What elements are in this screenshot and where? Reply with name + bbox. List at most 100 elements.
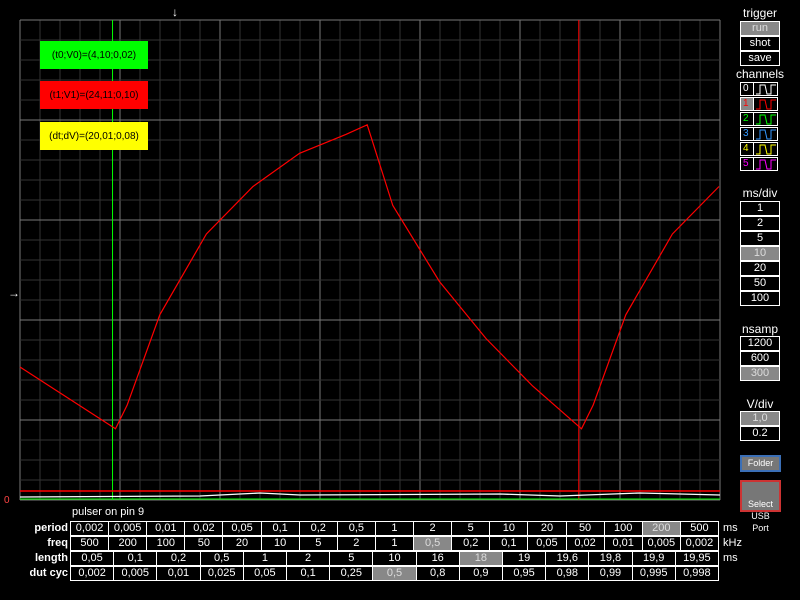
pulser-length-cell[interactable]: 16 [415,551,460,566]
pulser-period-cell[interactable]: 5 [451,521,491,536]
pulser-period-cell[interactable]: 10 [489,521,529,536]
msdiv-option[interactable]: 100 [740,291,780,306]
pulser-dut-cyc-cell[interactable]: 0,05 [242,566,287,581]
pulser-length-cell[interactable]: 1 [242,551,287,566]
pulser-dut-cyc-cell[interactable]: 0,8 [415,566,460,581]
channel-row-3[interactable]: 3 [740,127,778,141]
pulser-length-cell[interactable]: 18 [458,551,503,566]
pulser-length-cell[interactable]: 19,9 [631,551,676,566]
pulser-freq-cell[interactable]: 5 [298,536,338,551]
pulser-length-cell[interactable]: 0,2 [156,551,201,566]
pulser-dut-cyc-cell[interactable]: 0,025 [199,566,244,581]
pulser-period-cell[interactable]: 200 [641,521,681,536]
nsamp-option[interactable]: 600 [740,351,780,366]
pulser-freq-cell[interactable]: 0,02 [565,536,605,551]
pulser-dut-cyc-cell[interactable]: 0,98 [545,566,590,581]
pulser-length-cell[interactable]: 19,8 [588,551,633,566]
pulser-period-cell[interactable]: 20 [527,521,567,536]
pulser-length-cell[interactable]: 5 [329,551,374,566]
pulser-length-cell[interactable]: 0,1 [113,551,158,566]
pulser-freq-cell[interactable]: 2 [336,536,376,551]
msdiv-option[interactable]: 5 [740,231,780,246]
pulser-period-cell[interactable]: 0,01 [146,521,186,536]
pulser-freq-cell[interactable]: 0,1 [489,536,529,551]
pulser-length-cell[interactable]: 19,6 [545,551,590,566]
pulser-length-cell[interactable]: 0,05 [70,551,115,566]
cursor-t0-readout: (t0;V0)=(4,10;0,02) [40,41,148,69]
pulser-period-cell[interactable]: 500 [679,521,719,536]
folder-label: Folder [747,458,774,468]
pulser-freq-cell[interactable]: 100 [146,536,186,551]
pulser-period-cell[interactable]: 50 [565,521,605,536]
pulser-dut-cyc-cell[interactable]: 0,95 [502,566,547,581]
zero-level-label: 0 [4,495,10,506]
trigger-time-marker[interactable]: ↓ [172,5,178,19]
pulser-dut-cyc-cell[interactable]: 0,995 [631,566,676,581]
pulser-title: pulser on pin 9 [72,506,145,518]
pulser-freq-cell[interactable]: 200 [108,536,148,551]
pulser-length-cell[interactable]: 2 [286,551,331,566]
nsamp-option[interactable]: 300 [740,366,780,381]
channel-edge-icon [756,129,776,140]
pulser-dut-cyc-cell[interactable]: 0,5 [372,566,417,581]
channel-number: 3 [743,128,749,139]
pulser-freq-cell[interactable]: 10 [260,536,300,551]
channel-row-0[interactable]: 0 [740,82,778,96]
pulser-dut-cyc-cell[interactable]: 0,998 [674,566,719,581]
msdiv-title: ms/div [742,186,778,200]
pulser-freq-cell[interactable]: 20 [222,536,262,551]
nsamp-option[interactable]: 1200 [740,336,780,351]
trigger-option[interactable]: save [740,51,780,66]
pulser-dut-cyc-cell[interactable]: 0,002 [70,566,115,581]
channel-row-4[interactable]: 4 [740,142,778,156]
msdiv-option[interactable]: 2 [740,216,780,231]
pulser-length-cell[interactable]: 0,5 [199,551,244,566]
pulser-freq-cell[interactable]: 0,5 [413,536,453,551]
pulser-freq-cell[interactable]: 0,2 [451,536,491,551]
pulser-dut-cyc-cell[interactable]: 0,9 [458,566,503,581]
scope-display[interactable] [0,0,800,520]
pulser-period-cell[interactable]: 0,005 [108,521,148,536]
msdiv-option[interactable]: 50 [740,276,780,291]
pulser-period-cell[interactable]: 0,05 [222,521,262,536]
vdiv-option[interactable]: 1,0 [740,411,780,426]
channel-row-1[interactable]: 1 [740,97,778,111]
vdiv-title: V/div [746,397,774,411]
pulser-freq-cell[interactable]: 500 [70,536,110,551]
channel-separator [753,143,754,155]
pulser-period-cell[interactable]: 0,02 [184,521,224,536]
msdiv-option[interactable]: 10 [740,246,780,261]
pulser-dut-cyc-cell[interactable]: 0,005 [113,566,158,581]
pulser-dut-cyc-cell[interactable]: 0,25 [329,566,374,581]
pulser-period-cell[interactable]: 0,1 [260,521,300,536]
pulser-freq-cell[interactable]: 0,05 [527,536,567,551]
pulser-length-cell[interactable]: 19 [502,551,547,566]
folder-button[interactable]: Folder [740,455,781,472]
channel-row-2[interactable]: 2 [740,112,778,126]
pulser-length-cell[interactable]: 10 [372,551,417,566]
pulser-dut-cyc-cell[interactable]: 0,1 [286,566,331,581]
pulser-freq-cell[interactable]: 0,002 [679,536,719,551]
msdiv-option[interactable]: 1 [740,201,780,216]
pulser-period-cell[interactable]: 0,2 [298,521,338,536]
channel-separator [753,113,754,125]
channel-row-5[interactable]: 5 [740,157,778,171]
pulser-dut-cyc-cell[interactable]: 0,99 [588,566,633,581]
pulser-freq-cell[interactable]: 0,005 [641,536,681,551]
msdiv-option[interactable]: 20 [740,261,780,276]
pulser-freq-cell[interactable]: 0,01 [603,536,643,551]
pulser-freq-cell[interactable]: 1 [374,536,415,551]
pulser-period-cell[interactable]: 2 [413,521,453,536]
select-usb-port-button[interactable]: Select USB Port [740,480,781,533]
vdiv-option[interactable]: 0.2 [740,426,780,441]
trigger-level-marker[interactable]: → [8,286,20,300]
pulser-period-cell[interactable]: 1 [374,521,415,536]
trigger-option[interactable]: shot [740,36,780,51]
pulser-freq-cell[interactable]: 50 [184,536,224,551]
pulser-period-cell[interactable]: 100 [603,521,643,536]
pulser-period-cell[interactable]: 0,5 [336,521,376,536]
pulser-period-cell[interactable]: 0,002 [70,521,110,536]
pulser-length-cell[interactable]: 19,95 [674,551,719,566]
pulser-dut-cyc-cell[interactable]: 0,01 [156,566,201,581]
trigger-option[interactable]: run [740,21,780,36]
